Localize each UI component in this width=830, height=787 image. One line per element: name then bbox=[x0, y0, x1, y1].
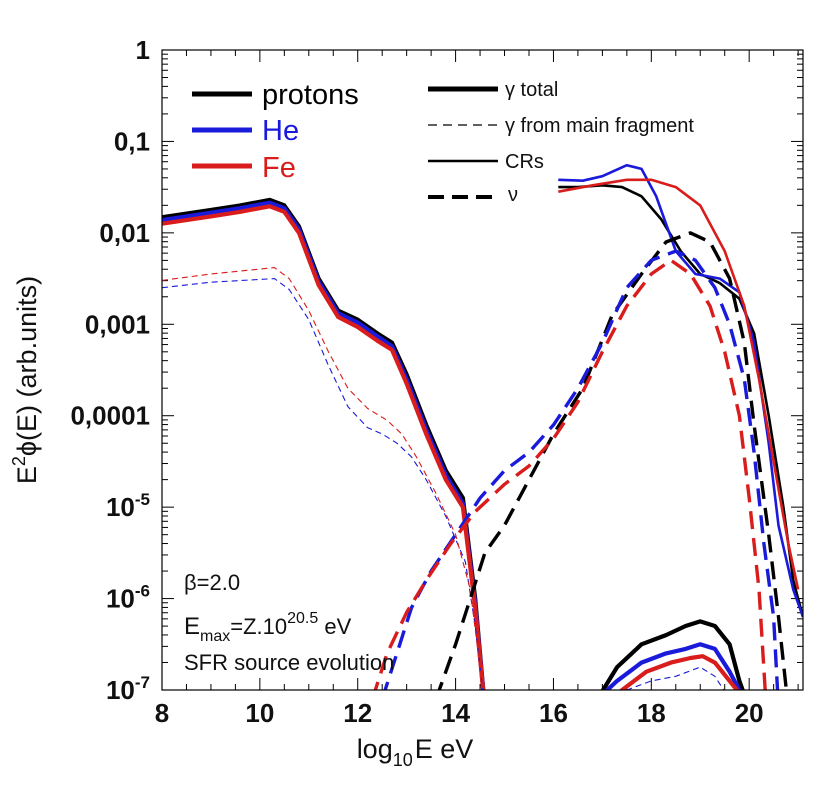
y-tick-label: 0,01 bbox=[99, 218, 150, 248]
y-tick-label: 0,1 bbox=[114, 126, 150, 156]
x-tick-label: 18 bbox=[637, 698, 666, 728]
annotation-sfr: SFR source evolution bbox=[184, 650, 394, 675]
tick-layer bbox=[161, 50, 803, 691]
legend-label-nu: ν bbox=[508, 184, 518, 206]
x-tick-label: 8 bbox=[155, 698, 169, 728]
x-axis-title: log10E eV bbox=[357, 734, 474, 770]
series-protons-thick-solid bbox=[600, 619, 745, 690]
legend-label-he: He bbox=[262, 115, 299, 147]
series-fe-thin-dashed bbox=[162, 267, 484, 690]
legend-label-gamma-total: γ total bbox=[505, 79, 558, 101]
series-he-thick-solid bbox=[162, 200, 486, 690]
series-he-thin-dashed bbox=[625, 666, 725, 690]
series-fe-thick-dashed bbox=[373, 258, 767, 690]
annotation-beta: β=2.0 bbox=[184, 570, 240, 595]
annotations: β=2.0 Emax=Z.1020.5 eV SFR source evolut… bbox=[184, 570, 394, 675]
x-tick-label: 14 bbox=[441, 698, 470, 728]
series-he-thick-dashed bbox=[383, 249, 780, 690]
y-tick-label: 10-5 bbox=[106, 490, 150, 522]
y-axis-title: E2ϕ(E) (arb.units) bbox=[9, 276, 42, 484]
series-fe-thick-solid bbox=[618, 654, 740, 690]
series-he-thick-solid bbox=[604, 642, 742, 690]
axis-labels: 8 10 12 14 16 18 20 1 0,1 0,01 0,001 0,0001 10-5 10-6… bbox=[70, 35, 763, 728]
legend-species: protons He Fe bbox=[192, 79, 359, 184]
series-he-thin-dashed bbox=[162, 278, 484, 690]
legend-label-fe: Fe bbox=[262, 152, 296, 184]
legend-label-crs: CRs bbox=[505, 151, 544, 173]
x-tick-label: 12 bbox=[343, 698, 372, 728]
y-tick-label: 10-7 bbox=[106, 673, 150, 705]
legend-types: γ total γ from main fragment CRs ν bbox=[428, 79, 694, 206]
annotation-emax: Emax=Z.1020.5 eV bbox=[184, 610, 352, 645]
y-tick-label: 10-6 bbox=[106, 582, 150, 614]
series-fe-thick-solid bbox=[162, 204, 486, 690]
y-tick-label: 0,001 bbox=[85, 309, 150, 339]
series-protons-thick-solid bbox=[162, 197, 486, 690]
legend-label-gamma-main: γ from main fragment bbox=[505, 115, 694, 137]
x-tick-label: 16 bbox=[539, 698, 568, 728]
series-protons-thick-dashed bbox=[437, 231, 789, 690]
legend-label-protons: protons bbox=[262, 79, 359, 111]
series-he-thin-solid bbox=[558, 163, 803, 618]
y-tick-label: 0,0001 bbox=[70, 401, 150, 431]
y-tick-label: 1 bbox=[136, 35, 150, 65]
x-tick-label: 20 bbox=[735, 698, 764, 728]
plot-frame bbox=[161, 49, 804, 691]
series-layer bbox=[162, 163, 803, 690]
x-tick-label: 10 bbox=[245, 698, 274, 728]
series-fe-thin-solid bbox=[558, 178, 800, 590]
